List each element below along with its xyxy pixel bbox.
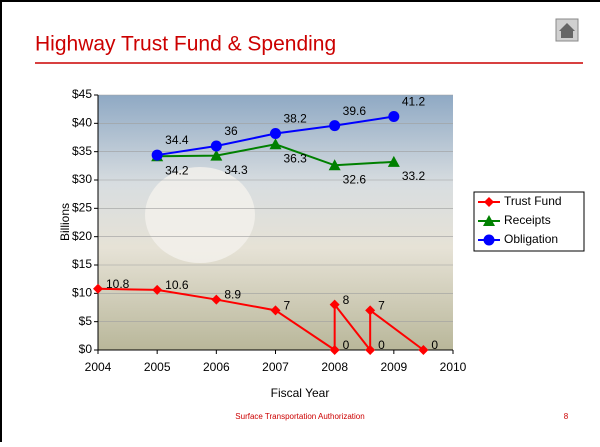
y-tick-label: $45 — [72, 87, 92, 101]
x-tick-label: 2009 — [380, 360, 407, 374]
y-tick-label: $0 — [79, 342, 93, 356]
data-label: 10.8 — [106, 277, 130, 291]
data-label: 7 — [378, 299, 385, 313]
slide-title: Highway Trust Fund & Spending — [35, 33, 336, 56]
legend-label: Obligation — [504, 232, 558, 246]
marker — [152, 150, 163, 161]
x-tick-label: 2004 — [85, 360, 112, 374]
data-label: 10.6 — [165, 278, 189, 292]
data-label: 36 — [224, 124, 238, 138]
data-label: 33.2 — [402, 169, 426, 183]
x-tick-label: 2008 — [321, 360, 348, 374]
data-label: 34.4 — [165, 133, 189, 147]
data-label: 38.2 — [284, 112, 308, 126]
x-tick-label: 2005 — [144, 360, 171, 374]
data-label: 0 — [343, 338, 350, 352]
footer: Surface Transportation Authorization — [235, 412, 364, 421]
y-tick-label: $15 — [72, 257, 92, 271]
legend-label: Receipts — [504, 213, 551, 227]
data-label: 39.6 — [343, 104, 367, 118]
data-label: 34.3 — [224, 163, 248, 177]
y-tick-label: $10 — [72, 286, 92, 300]
data-label: 7 — [284, 299, 291, 313]
y-tick-label: $35 — [72, 144, 92, 158]
data-label: 41.2 — [402, 95, 426, 109]
page-number: 8 — [564, 412, 569, 421]
y-tick-label: $20 — [72, 229, 92, 243]
slide: Highway Trust Fund & Spending $0 $5 $10 $15… — [0, 0, 600, 442]
y-tick-label: $40 — [72, 116, 92, 130]
data-label: 36.3 — [284, 151, 308, 165]
marker — [388, 111, 399, 122]
data-label: 34.2 — [165, 163, 189, 177]
x-tick-label: 2006 — [203, 360, 230, 374]
marker — [270, 128, 281, 139]
home-button[interactable] — [556, 19, 578, 41]
data-label: 0 — [378, 338, 385, 352]
marker — [484, 235, 495, 246]
legend-label: Trust Fund — [504, 194, 562, 208]
y-axis-label: Billions — [58, 203, 72, 241]
background-picture — [145, 167, 255, 263]
data-label: 8.9 — [224, 288, 241, 302]
x-axis-label: Fiscal Year — [271, 386, 330, 400]
marker — [211, 141, 222, 152]
y-tick-label: $30 — [72, 172, 92, 186]
x-tick-label: 2007 — [262, 360, 289, 374]
y-tick-label: $25 — [72, 201, 92, 215]
marker — [329, 120, 340, 131]
data-label: 8 — [343, 293, 350, 307]
data-label: 32.6 — [343, 172, 367, 186]
x-tick-label: 2010 — [440, 360, 467, 374]
y-tick-label: $5 — [79, 314, 93, 328]
data-label: 0 — [431, 338, 438, 352]
page: Highway Trust Fund & Spending $0 $5 $10 $15… — [0, 0, 600, 447]
